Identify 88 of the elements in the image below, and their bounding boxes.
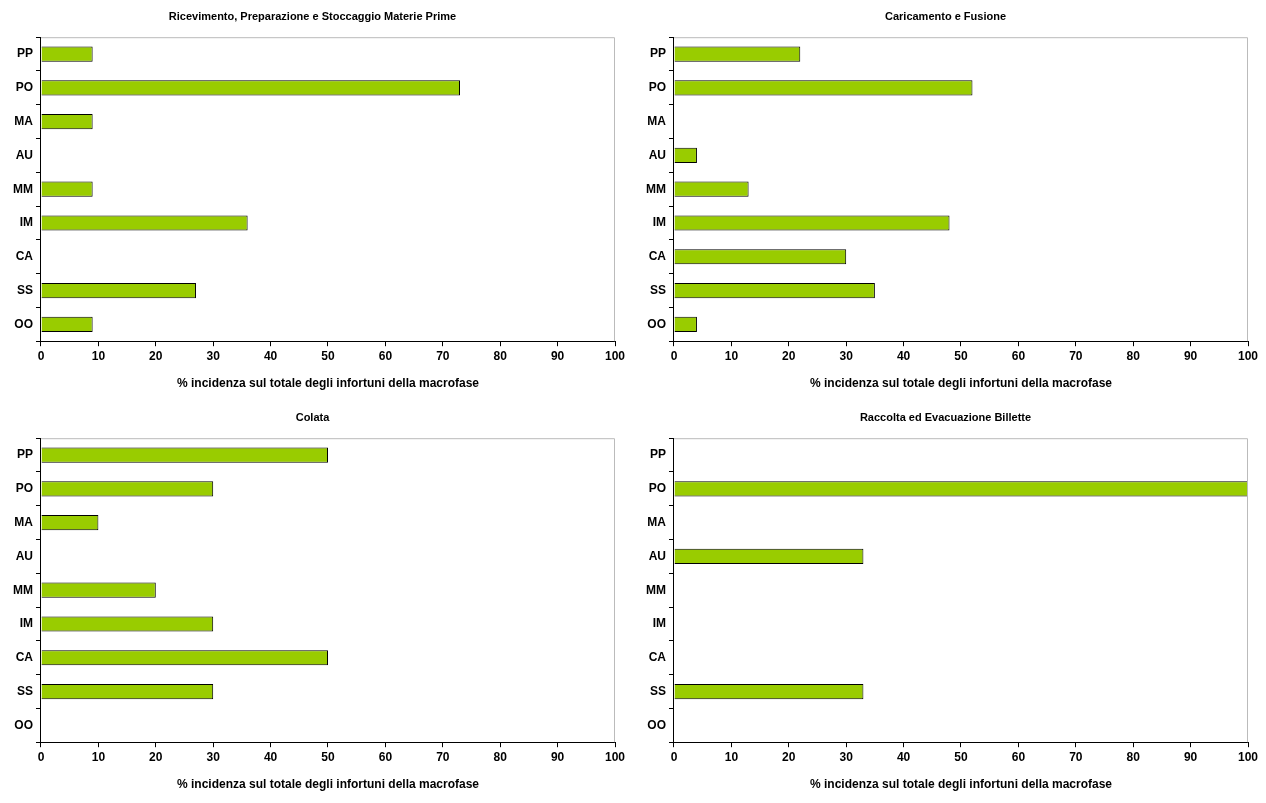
x-tick-label: 0 xyxy=(37,348,45,363)
y-tick-label: CA xyxy=(15,650,34,665)
x-tick-label: 80 xyxy=(493,749,508,764)
y-tick-label: IM xyxy=(19,215,33,230)
y-tick-label: MA xyxy=(647,514,667,529)
x-tick-label: 50 xyxy=(321,348,335,363)
x-tick-label: 60 xyxy=(1011,348,1026,363)
x-tick-label: 60 xyxy=(378,348,393,363)
chart-title: Caricamento e Fusione xyxy=(884,9,1007,22)
y-tick-label: MA xyxy=(14,113,34,128)
y-tick-label: MM xyxy=(645,181,666,196)
x-tick-label: 30 xyxy=(206,749,221,764)
x-tick-label: 100 xyxy=(1237,749,1259,764)
y-tick-label: AU xyxy=(15,147,33,162)
x-tick-label: 10 xyxy=(91,749,106,764)
x-tick-label: 80 xyxy=(1126,348,1141,363)
x-axis-title: % incidenza sul totale degli infortuni della macrofase xyxy=(809,777,1113,792)
y-tick-label: OO xyxy=(14,717,33,732)
x-tick-label: 70 xyxy=(1069,749,1083,764)
y-tick-label: CA xyxy=(648,249,667,264)
y-tick-label: PP xyxy=(649,46,666,61)
x-tick-label: 100 xyxy=(604,749,626,764)
y-tick-label: MM xyxy=(12,181,33,196)
x-axis-title: % incidenza sul totale degli infortuni della macrofase xyxy=(809,376,1113,391)
x-tick-label: 40 xyxy=(263,749,278,764)
x-tick-label: 70 xyxy=(1069,348,1083,363)
x-tick-label: 20 xyxy=(782,348,796,363)
y-tick-label: MM xyxy=(645,582,666,597)
x-tick-label: 0 xyxy=(670,749,678,764)
x-tick-label: 50 xyxy=(954,749,968,764)
y-tick-label: IM xyxy=(652,616,666,631)
x-tick-label: 50 xyxy=(321,749,335,764)
x-tick-label: 70 xyxy=(436,348,450,363)
y-tick-label: AU xyxy=(15,548,33,563)
y-tick-label: PO xyxy=(648,80,666,95)
y-tick-label: OO xyxy=(647,316,666,331)
x-tick-label: 80 xyxy=(493,348,508,363)
y-tick-label: IM xyxy=(19,616,33,631)
x-tick-label: 30 xyxy=(839,749,854,764)
x-tick-label: 100 xyxy=(604,348,626,363)
x-tick-label: 90 xyxy=(1183,348,1198,363)
x-tick-label: 40 xyxy=(263,348,278,363)
x-tick-label: 10 xyxy=(724,348,739,363)
y-tick-label: PO xyxy=(15,481,33,496)
y-tick-label: AU xyxy=(648,548,666,563)
x-tick-label: 10 xyxy=(91,348,106,363)
x-tick-label: 40 xyxy=(896,348,911,363)
x-tick-label: 60 xyxy=(1011,749,1026,764)
x-tick-label: 90 xyxy=(550,749,565,764)
x-tick-label: 20 xyxy=(149,348,163,363)
x-tick-label: 60 xyxy=(378,749,393,764)
x-axis-title: % incidenza sul totale degli infortuni della macrofase xyxy=(176,777,480,792)
x-tick-label: 40 xyxy=(896,749,911,764)
x-tick-label: 100 xyxy=(1237,348,1259,363)
x-tick-label: 10 xyxy=(724,749,739,764)
y-tick-label: OO xyxy=(647,717,666,732)
chart-title: Ricevimento, Preparazione e Stoccaggio Materie Prime xyxy=(168,9,457,22)
chart-title: Colata xyxy=(295,410,331,423)
x-tick-label: 0 xyxy=(670,348,678,363)
y-tick-label: OO xyxy=(14,316,33,331)
y-tick-label: IM xyxy=(652,215,666,230)
x-tick-label: 50 xyxy=(954,348,968,363)
y-tick-label: PP xyxy=(649,447,666,462)
y-tick-label: PO xyxy=(648,481,666,496)
y-tick-label: CA xyxy=(648,650,667,665)
x-tick-label: 90 xyxy=(1183,749,1198,764)
y-tick-label: SS xyxy=(649,282,666,297)
x-tick-label: 20 xyxy=(149,749,163,764)
y-tick-label: CA xyxy=(15,249,34,264)
x-tick-label: 90 xyxy=(550,348,565,363)
y-tick-label: MM xyxy=(12,582,33,597)
y-tick-label: PP xyxy=(16,46,33,61)
y-tick-label: SS xyxy=(16,282,33,297)
x-tick-label: 30 xyxy=(206,348,221,363)
y-tick-label: PO xyxy=(15,80,33,95)
x-tick-label: 70 xyxy=(436,749,450,764)
x-tick-label: 0 xyxy=(37,749,45,764)
chart-title: Raccolta ed Evacuazione Billette xyxy=(859,410,1032,423)
y-tick-label: MA xyxy=(647,113,667,128)
x-axis-title: % incidenza sul totale degli infortuni della macrofase xyxy=(176,376,480,391)
x-tick-label: 80 xyxy=(1126,749,1141,764)
x-tick-label: 20 xyxy=(782,749,796,764)
y-tick-label: SS xyxy=(16,683,33,698)
x-tick-label: 30 xyxy=(839,348,854,363)
y-tick-label: PP xyxy=(16,447,33,462)
y-tick-label: SS xyxy=(649,683,666,698)
y-tick-label: AU xyxy=(648,147,666,162)
y-tick-label: MA xyxy=(14,514,34,529)
